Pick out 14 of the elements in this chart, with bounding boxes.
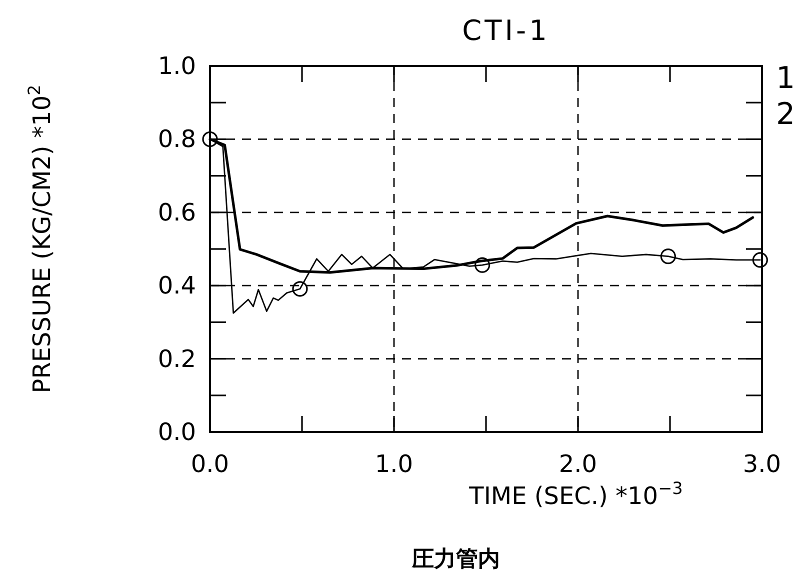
x-tick-label: 2.0 (558, 450, 598, 478)
text: 圧力管内 (411, 547, 500, 572)
y-tick-label: 0.0 (158, 418, 196, 446)
legend: 1 2 (776, 61, 796, 132)
x-tick-label: 0.0 (190, 450, 230, 478)
y-tick-label: 0.2 (158, 344, 196, 373)
y-tick-label: 0.4 (158, 272, 196, 300)
x-axis-title: TIME (SEC.) *10$^{−3}$ (468, 478, 683, 510)
x-tick-label: 3.0 (742, 450, 782, 478)
x-tick-label: 1.0 (374, 450, 414, 478)
y-tick-label: 0.6 (158, 198, 196, 226)
chart-title: CTI-1 (462, 14, 550, 47)
y-tick-label: 0.8 (158, 125, 196, 154)
y-tick-label: 1.0 (158, 52, 196, 80)
